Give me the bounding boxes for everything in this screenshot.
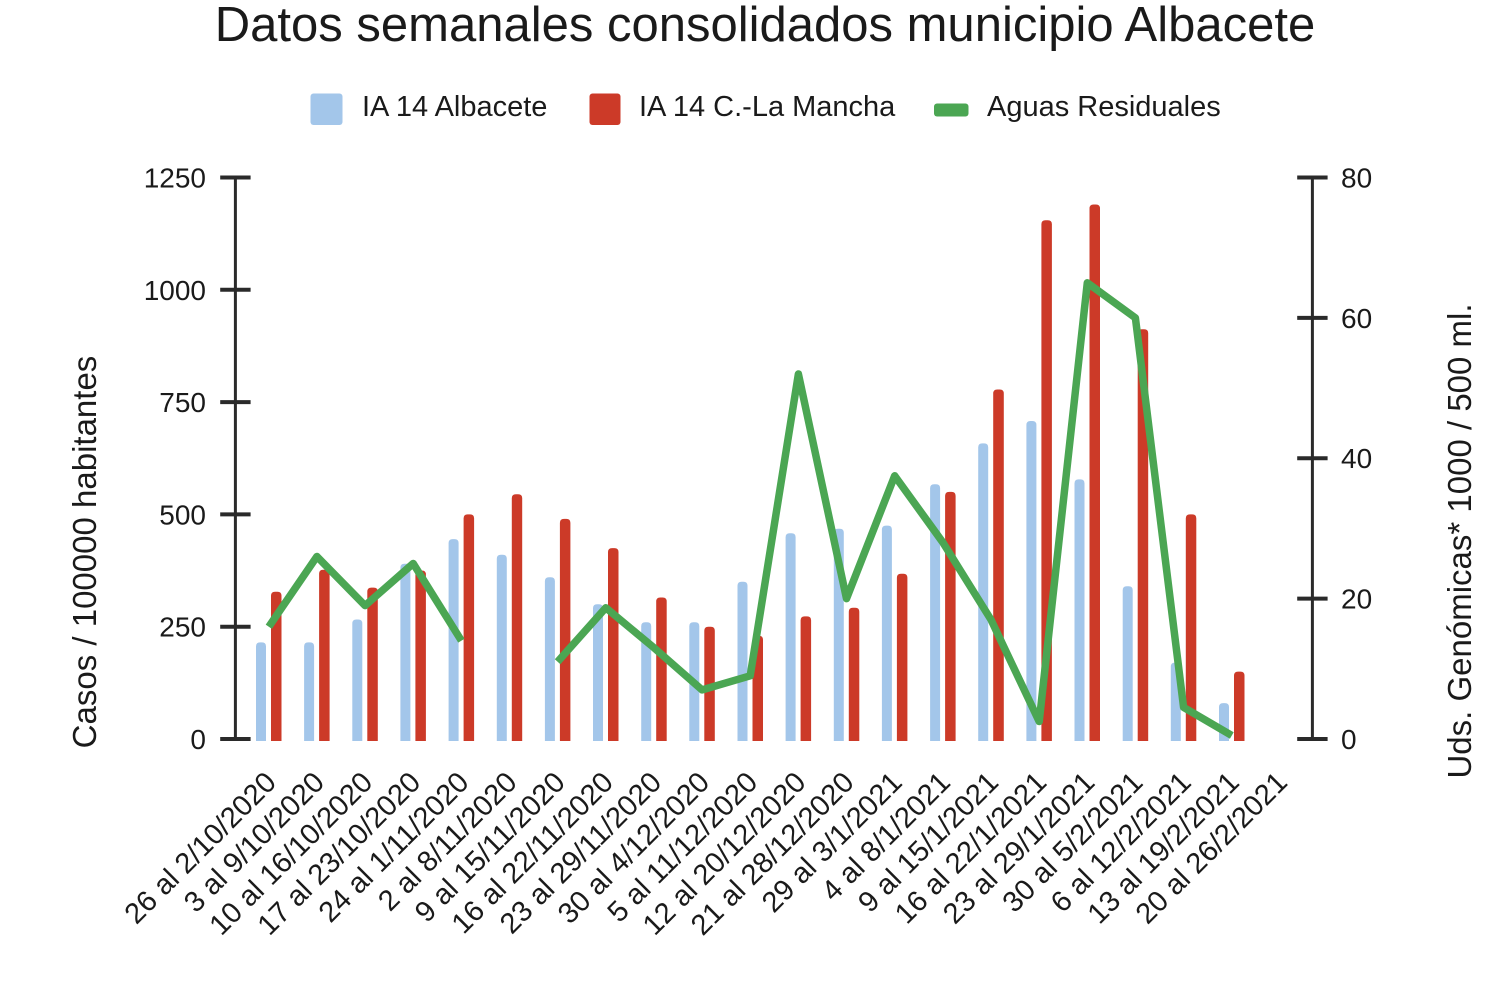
svg-text:Casos / 100000 habitantes: Casos / 100000 habitantes: [66, 356, 103, 749]
svg-text:250: 250: [159, 612, 206, 643]
svg-text:IA 14 Albacete: IA 14 Albacete: [362, 91, 547, 123]
svg-text:1250: 1250: [144, 163, 206, 194]
svg-text:0: 0: [1341, 724, 1357, 755]
svg-text:60: 60: [1341, 303, 1372, 334]
svg-text:500: 500: [159, 499, 206, 530]
svg-text:0: 0: [190, 724, 206, 755]
svg-text:40: 40: [1341, 443, 1372, 474]
svg-text:20: 20: [1341, 584, 1372, 615]
svg-text:80: 80: [1341, 163, 1372, 194]
svg-text:Aguas Residuales: Aguas Residuales: [987, 91, 1221, 123]
svg-text:Datos semanales consolidados m: Datos semanales consolidados municipio A…: [215, 0, 1315, 52]
svg-text:Uds. Genómicas* 1000 / 500 ml.: Uds. Genómicas* 1000 / 500 ml.: [1441, 303, 1478, 778]
svg-text:1000: 1000: [144, 275, 206, 306]
svg-text:750: 750: [159, 387, 206, 418]
svg-text:IA 14 C.-La Mancha: IA 14 C.-La Mancha: [639, 91, 896, 123]
